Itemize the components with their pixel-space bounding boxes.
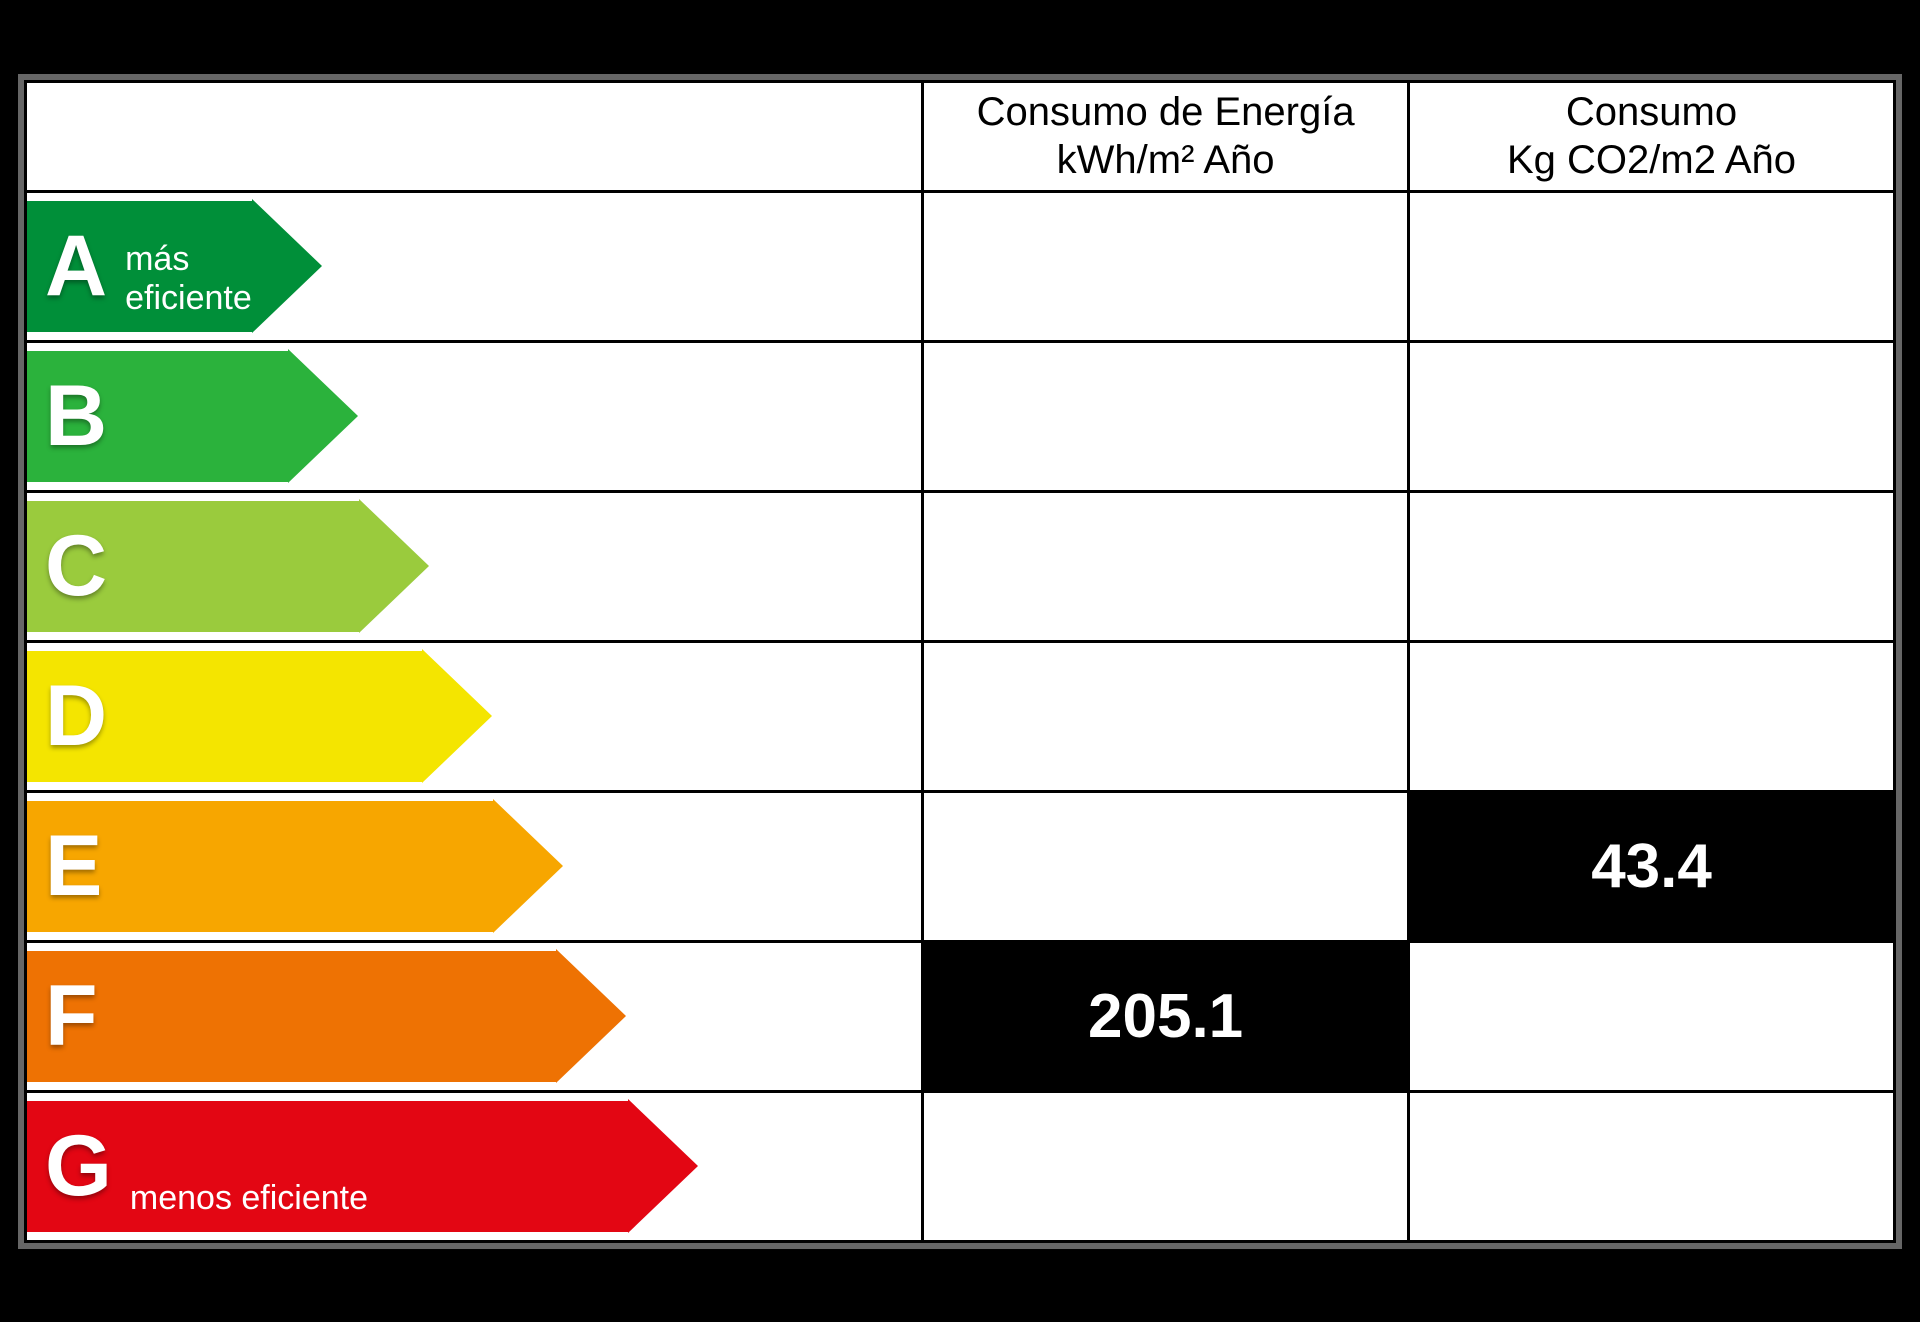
rating-letter: D xyxy=(45,673,107,759)
co2-value-cell xyxy=(1409,1091,1895,1241)
rating-row-d: D xyxy=(26,641,1895,791)
energy-rating-table: Consumo de EnergíakWh/m² Año ConsumoKg C… xyxy=(24,80,1896,1243)
rating-row-b: B xyxy=(26,341,1895,491)
energy-value-cell xyxy=(923,341,1409,491)
header-row: Consumo de EnergíakWh/m² Año ConsumoKg C… xyxy=(26,81,1895,191)
rating-sublabel: menos eficiente xyxy=(130,1179,368,1218)
rating-letter: E xyxy=(45,823,102,909)
rating-arrow-cell: Amás eficiente xyxy=(26,191,923,341)
rating-letter: G xyxy=(45,1123,112,1209)
energy-value-cell: 205.1 xyxy=(923,941,1409,1091)
co2-value-cell xyxy=(1409,941,1895,1091)
co2-value-cell xyxy=(1409,641,1895,791)
energy-value-cell xyxy=(923,1091,1409,1241)
rating-row-e: E 43.4 xyxy=(26,791,1895,941)
co2-value-cell xyxy=(1409,491,1895,641)
rating-letter: C xyxy=(45,523,107,609)
rating-arrow-cell: B xyxy=(26,341,923,491)
rating-letter: A xyxy=(45,223,107,309)
rating-arrow-cell: Gmenos eficiente xyxy=(26,1091,923,1241)
rating-letter: F xyxy=(45,973,98,1059)
rating-row-a: Amás eficiente xyxy=(26,191,1895,341)
rating-sublabel: más eficiente xyxy=(125,240,252,318)
rating-row-c: C xyxy=(26,491,1895,641)
header-empty xyxy=(26,81,923,191)
energy-value-cell xyxy=(923,491,1409,641)
co2-value-cell: 43.4 xyxy=(1409,791,1895,941)
header-co2: ConsumoKg CO2/m2 Año xyxy=(1409,81,1895,191)
energy-label-frame: Consumo de EnergíakWh/m² Año ConsumoKg C… xyxy=(0,56,1920,1267)
energy-value-cell xyxy=(923,191,1409,341)
energy-value-cell xyxy=(923,791,1409,941)
rating-letter: B xyxy=(45,373,107,459)
rating-arrow-cell: C xyxy=(26,491,923,641)
co2-value-cell xyxy=(1409,341,1895,491)
co2-value-cell xyxy=(1409,191,1895,341)
energy-value-cell xyxy=(923,641,1409,791)
energy-label-inner: Consumo de EnergíakWh/m² Año ConsumoKg C… xyxy=(18,74,1902,1249)
rating-row-g: Gmenos eficiente xyxy=(26,1091,1895,1241)
header-energy: Consumo de EnergíakWh/m² Año xyxy=(923,81,1409,191)
rating-arrow-cell: F xyxy=(26,941,923,1091)
rating-arrow-cell: D xyxy=(26,641,923,791)
rating-row-f: F 205.1 xyxy=(26,941,1895,1091)
rating-arrow-cell: E xyxy=(26,791,923,941)
